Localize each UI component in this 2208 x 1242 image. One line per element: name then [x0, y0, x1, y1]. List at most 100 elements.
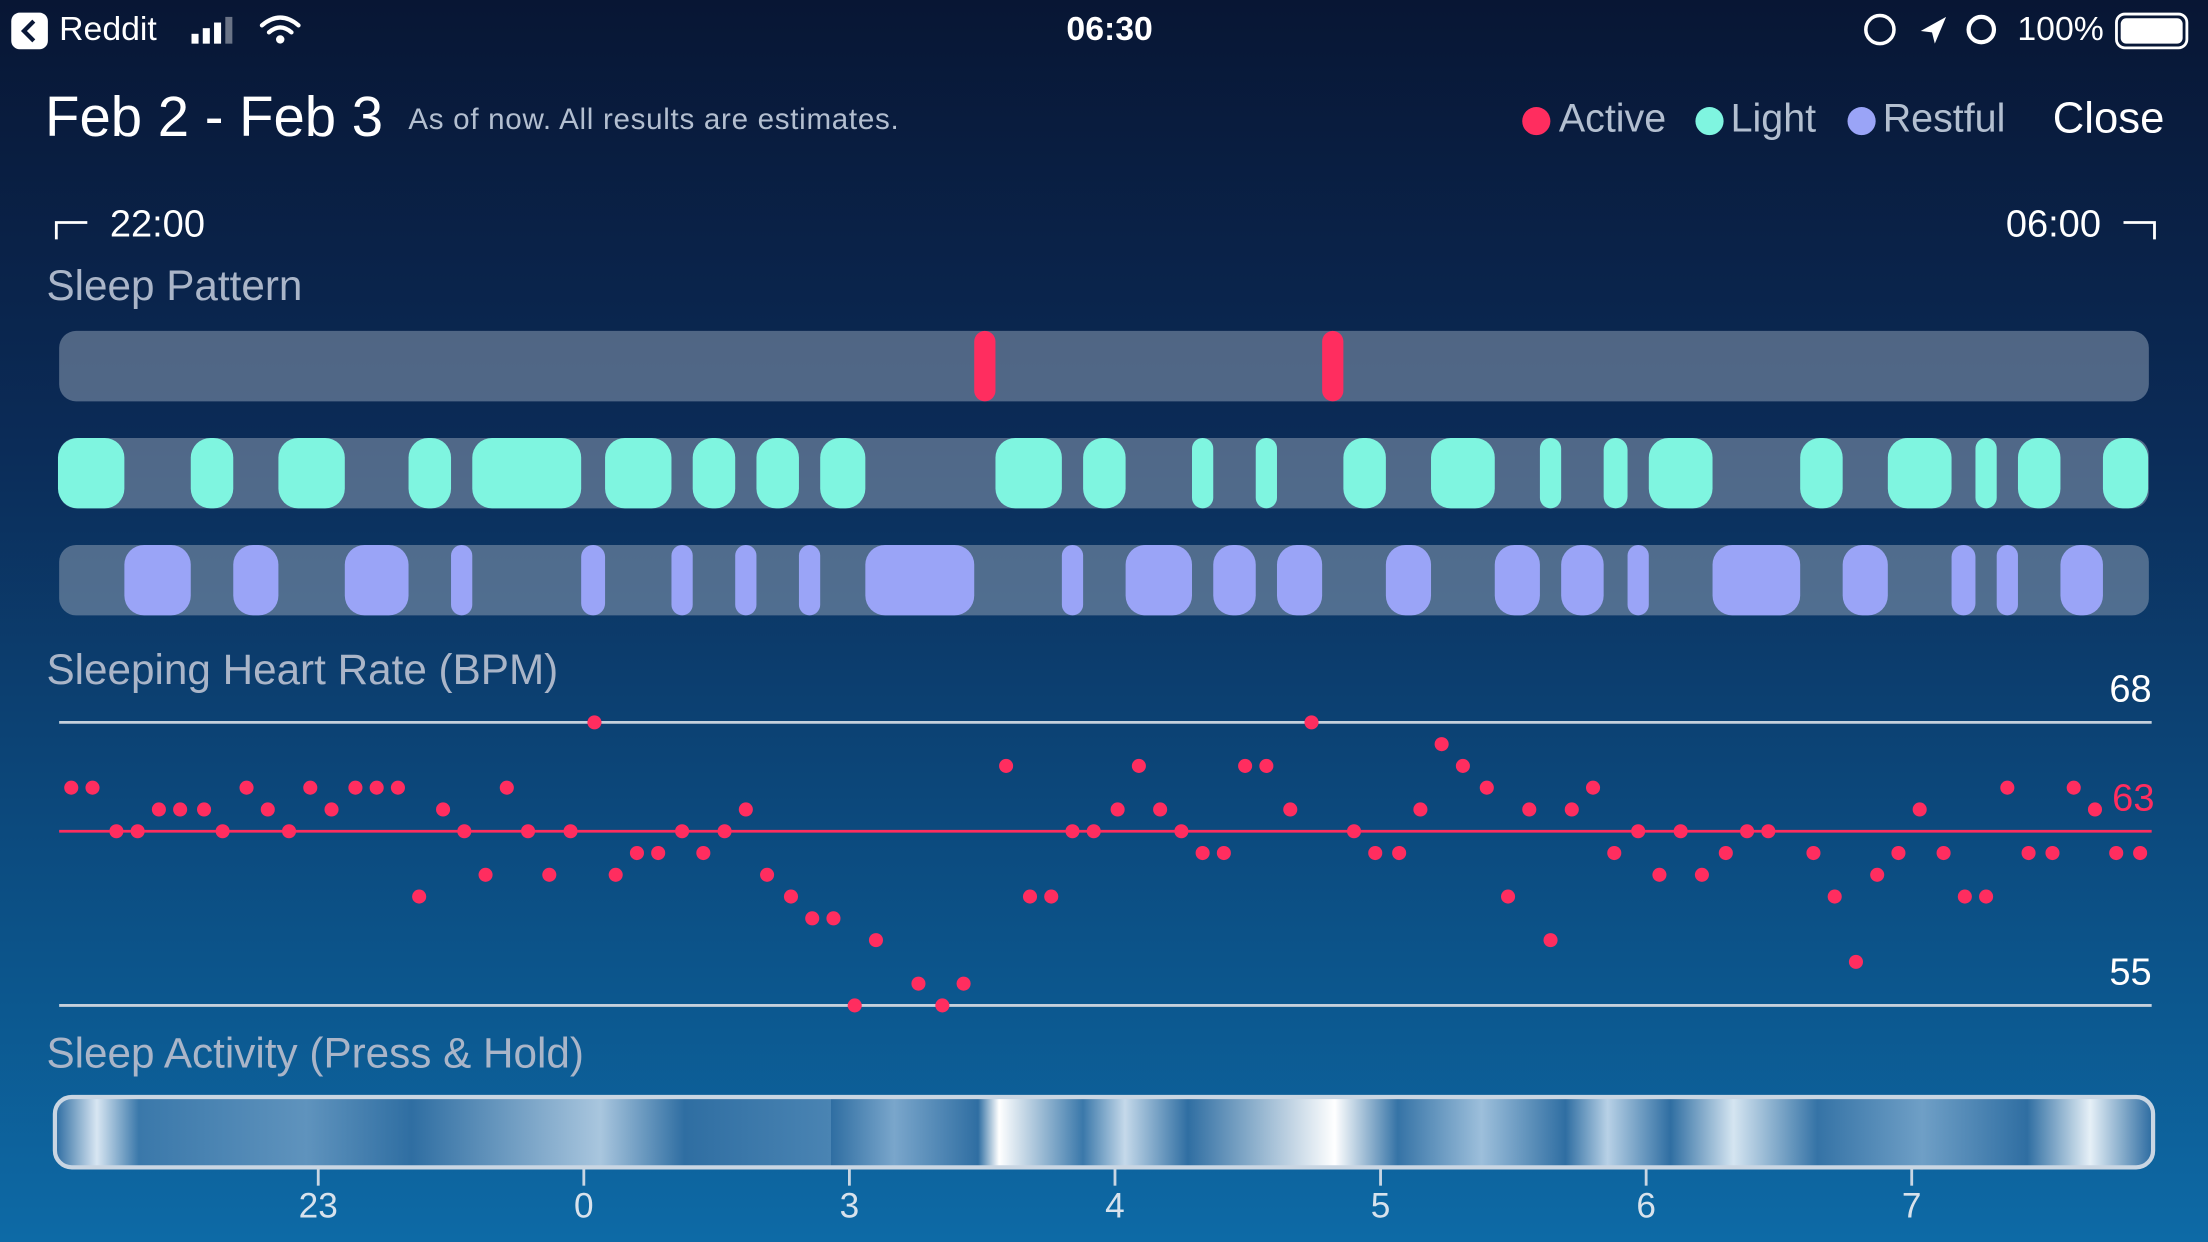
- sleep-segment: [820, 437, 866, 509]
- sleep-segment: [1431, 437, 1495, 509]
- legend: Active Light Restful: [1522, 97, 2005, 141]
- heart-rate-point: [542, 867, 557, 882]
- heart-rate-point: [1455, 758, 1470, 773]
- heart-rate-point: [1740, 824, 1755, 839]
- sleep-segment: [974, 330, 996, 402]
- heart-rate-point: [1304, 715, 1319, 730]
- heart-rate-point: [499, 780, 514, 795]
- sleep-segment: [756, 437, 799, 509]
- sleep-segment: [1561, 544, 1604, 616]
- sleep-segment: [1192, 437, 1214, 509]
- heart-rate-point: [1216, 845, 1231, 861]
- sleep-segment: [1494, 544, 1540, 616]
- x-tick-label: 3: [840, 1187, 860, 1226]
- heart-rate-point: [1022, 889, 1038, 904]
- heart-rate-point: [1065, 824, 1080, 839]
- lock-icon: [1864, 13, 1896, 46]
- heart-rate-point: [390, 780, 405, 795]
- heart-rate-point: [1607, 845, 1622, 861]
- sleep-segment: [1842, 544, 1888, 616]
- heart-rate-point: [1891, 845, 1906, 861]
- legend-label: Restful: [1883, 97, 2006, 141]
- sleep-segment: [692, 437, 736, 509]
- legend-label: Active: [1559, 97, 1666, 141]
- heart-rate-point: [956, 976, 971, 991]
- sleep-segment: [1975, 437, 1997, 509]
- heart-rate-point: [1044, 889, 1059, 904]
- heart-rate-point: [2087, 802, 2103, 817]
- heart-rate-point: [935, 998, 950, 1013]
- wifi-icon: [259, 15, 301, 44]
- sleep-segment: [798, 544, 821, 616]
- pattern-row: [59, 330, 2149, 402]
- heart-rate-point: [1761, 824, 1776, 839]
- x-tick-label: 5: [1371, 1187, 1391, 1226]
- heart-rate-point: [2021, 845, 2036, 861]
- heart-rate-point: [281, 824, 297, 839]
- battery-level: 100%: [2017, 10, 2103, 48]
- clock: 06:30: [1066, 10, 1152, 48]
- sleep-segment: [190, 437, 234, 509]
- heart-rate-point: [760, 867, 775, 882]
- legend-dot: [1695, 107, 1724, 136]
- heart-rate-point: [412, 889, 427, 904]
- heart-rate-point: [563, 824, 578, 839]
- sleep-segment: [671, 544, 693, 616]
- heart-rate-point: [1652, 867, 1667, 882]
- range-start-bracket: [54, 221, 88, 240]
- range-end: 06:00: [2006, 204, 2101, 246]
- close-button[interactable]: Close: [2053, 94, 2165, 143]
- y-tick-label: 55: [2109, 951, 2151, 993]
- header-title: Feb 2 - Feb 3: [45, 85, 383, 148]
- section-title: Sleeping Heart Rate (BPM): [46, 646, 558, 693]
- heart-rate-point: [478, 867, 493, 882]
- x-tick-label: 23: [299, 1187, 338, 1226]
- heart-rate-point: [696, 845, 711, 861]
- heart-rate-point: [1413, 802, 1428, 817]
- battery-icon: [2115, 12, 2189, 50]
- sleep-segment: [1083, 437, 1126, 509]
- back-app[interactable]: Reddit: [59, 10, 157, 48]
- sleep-segment: [2060, 544, 2103, 616]
- sleep-segment: [1213, 544, 1256, 616]
- heart-rate-point: [521, 824, 536, 839]
- heart-rate-point: [215, 824, 230, 839]
- sleep-segment: [57, 437, 125, 509]
- heart-rate-point: [1870, 867, 1885, 882]
- sleep-segment: [1712, 544, 1801, 616]
- heart-rate-point: [1086, 824, 1101, 839]
- sleep-segment: [2017, 437, 2061, 509]
- y-tick-label: 68: [2109, 668, 2151, 710]
- heart-rate-point: [2133, 845, 2148, 861]
- back-icon[interactable]: [11, 12, 48, 50]
- sleep-segment: [451, 544, 473, 616]
- heart-rate-point: [1110, 802, 1125, 817]
- heart-rate-point: [369, 780, 384, 795]
- heart-rate-point: [1392, 845, 1407, 861]
- sleep-segment: [605, 437, 672, 509]
- heart-rate-point: [1673, 824, 1688, 839]
- sleep-segment: [1385, 544, 1432, 616]
- header-subtitle: As of now. All results are estimates.: [408, 103, 899, 136]
- heart-rate-point: [629, 845, 644, 861]
- x-tick-label: 0: [574, 1187, 594, 1226]
- sleep-segment: [233, 544, 279, 616]
- signal-icon: [191, 16, 233, 44]
- sleep-segment: [344, 544, 409, 616]
- x-tick-label: 6: [1636, 1187, 1656, 1226]
- legend-label: Light: [1731, 97, 1817, 141]
- heart-rate-point: [1585, 780, 1601, 795]
- heart-rate-point: [239, 780, 254, 795]
- heart-rate-point: [1434, 737, 1449, 752]
- sleep-segment: [735, 544, 757, 616]
- range-start: 22:00: [110, 204, 205, 246]
- sleep-segment: [865, 544, 975, 616]
- x-tick-label: 7: [1902, 1187, 1922, 1226]
- heart-rate-point: [1936, 845, 1951, 861]
- activity-strip[interactable]: [52, 1094, 2156, 1170]
- sleep-segment: [472, 437, 582, 509]
- heart-rate-point: [783, 889, 799, 904]
- heart-rate-point: [675, 824, 690, 839]
- heart-rate-point: [1283, 802, 1298, 817]
